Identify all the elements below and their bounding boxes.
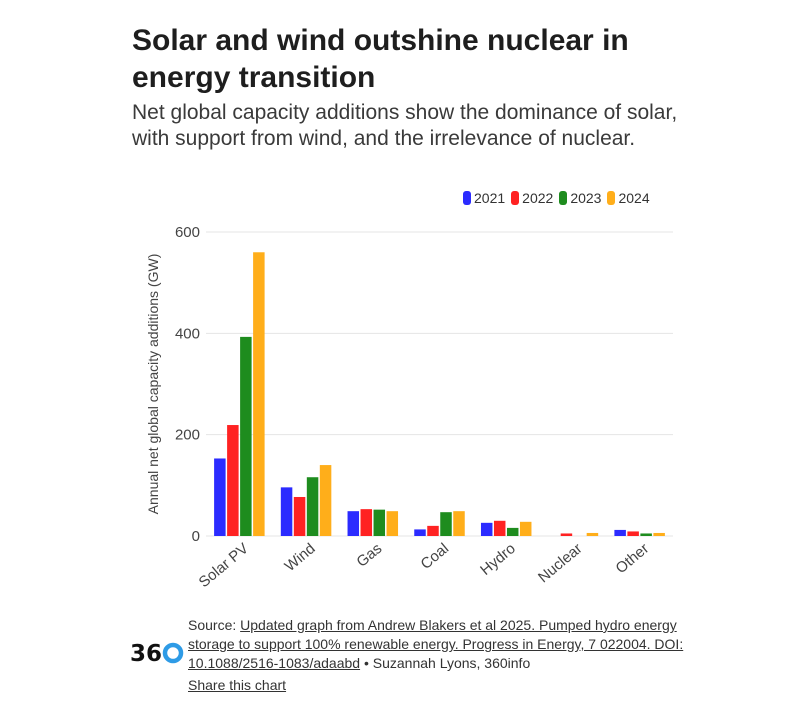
share-chart-link[interactable]: Share this chart (188, 677, 287, 693)
chart-title: Solar and wind outshine nuclear in energ… (132, 24, 629, 94)
legend-item-2023[interactable]: 2023 (559, 190, 601, 206)
bar-2022 (293, 496, 306, 536)
bar-2021 (347, 511, 360, 536)
legend-swatch-2023 (559, 191, 568, 205)
x-tick-label: Nuclear (535, 540, 586, 586)
bar-2021 (214, 458, 226, 536)
bar-2022 (493, 520, 506, 536)
bar-2023 (373, 509, 386, 536)
x-tick-label: Wind (282, 540, 319, 575)
x-tick-label: Hydro (477, 540, 519, 579)
legend-label-2024: 2024 (618, 190, 650, 206)
x-tick-label: Other (613, 540, 653, 577)
360info-logo: 36 (130, 641, 184, 667)
legend-label-2023: 2023 (570, 190, 602, 206)
bar-2024 (586, 532, 599, 536)
bar-2021 (280, 487, 293, 536)
source-prefix: Source: (188, 617, 241, 633)
bar-2021 (614, 529, 626, 536)
y-tick-label: 200 (175, 427, 200, 444)
chart-subtitle: Net global capacity additions show the d… (132, 101, 678, 150)
x-tick-label: Coal (418, 540, 453, 573)
source-credit: • Suzannah Lyons, 360info (360, 655, 531, 671)
legend-swatch-2022 (511, 191, 520, 205)
bar-chart: 0 200 400 600 Annual net global capacity add… (145, 224, 673, 591)
logo-text: 36 (130, 641, 162, 667)
legend-label-2021: 2021 (474, 190, 506, 206)
bar-2023 (306, 477, 319, 536)
source-note: Source: Updated graph from Andrew Blaker… (188, 616, 708, 673)
bar-2023 (506, 527, 519, 536)
bar-2023 (440, 512, 452, 536)
bar-2024 (653, 532, 665, 536)
logo-ring-icon (162, 642, 184, 664)
bar-2022 (560, 533, 573, 536)
legend-item-2022[interactable]: 2022 (511, 190, 553, 206)
source-link[interactable]: Updated graph from Andrew Blakers et al … (188, 617, 684, 671)
bar-2022 (227, 425, 239, 536)
legend: 2021 2022 2023 2024 (463, 188, 650, 208)
bar-2022 (427, 525, 439, 536)
bar-2022 (627, 531, 639, 536)
bar-2024 (386, 511, 399, 536)
legend-swatch-2024 (607, 191, 616, 205)
legend-swatch-2021 (463, 191, 471, 205)
bar-2024 (453, 511, 465, 536)
legend-item-2021[interactable]: 2021 (463, 190, 505, 206)
legend-item-2024[interactable]: 2024 (607, 190, 650, 206)
bar-2023 (640, 533, 652, 536)
legend-label-2022: 2022 (522, 190, 554, 206)
y-tick-label: 600 (175, 224, 200, 241)
bar-2024 (253, 252, 265, 536)
bar-2021 (480, 522, 493, 536)
bar-2023 (240, 336, 252, 536)
y-tick-label: 400 (175, 325, 200, 342)
bar-2024 (319, 465, 332, 536)
y-axis-label: Annual net global capacity additions (GW… (145, 254, 161, 515)
bar-2021 (414, 529, 426, 536)
bar-2024 (519, 521, 532, 536)
x-tick-label: Solar PV (196, 540, 252, 591)
x-tick-label: Gas (353, 540, 385, 571)
bar-2022 (360, 509, 373, 536)
y-tick-label: 0 (192, 528, 200, 545)
